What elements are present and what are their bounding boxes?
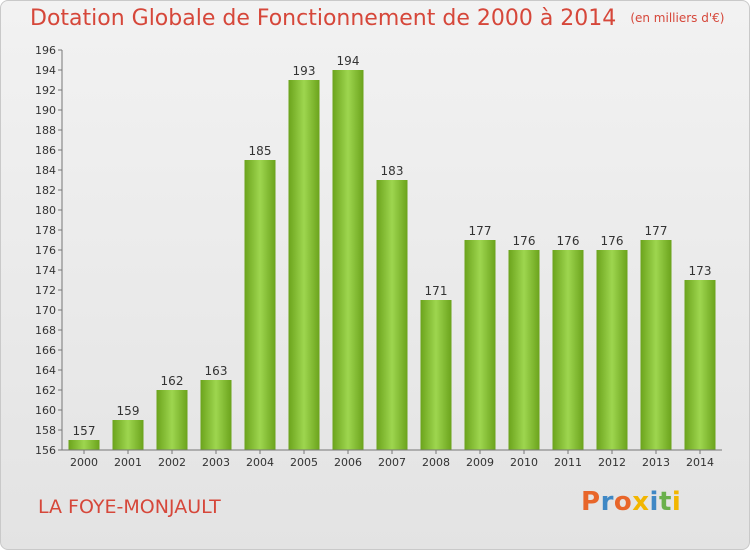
bar [464, 240, 496, 450]
y-tick-label: 170 [35, 304, 56, 317]
bar-value-label: 159 [117, 404, 140, 418]
logo-letter: x [632, 487, 650, 517]
logo-letter: P [581, 487, 601, 517]
bar-value-label: 194 [337, 54, 360, 68]
chart-title: Dotation Globale de Fonctionnement de 20… [30, 6, 724, 31]
x-tick-label: 2010 [510, 456, 538, 469]
bar-value-label: 177 [469, 224, 492, 238]
bar [200, 380, 232, 450]
logo-letter: i [649, 487, 659, 517]
bar-value-label: 183 [381, 164, 404, 178]
y-tick-label: 156 [35, 444, 56, 457]
x-tick-label: 2000 [70, 456, 98, 469]
bar-value-label: 171 [425, 284, 448, 298]
bar-value-label: 176 [513, 234, 536, 248]
y-tick-label: 160 [35, 404, 56, 417]
y-tick-label: 172 [35, 284, 56, 297]
bar [112, 420, 144, 450]
y-tick-label: 176 [35, 244, 56, 257]
bar-value-label: 177 [645, 224, 668, 238]
y-tick-label: 194 [35, 64, 56, 77]
bar [508, 250, 540, 450]
bar-value-label: 162 [161, 374, 184, 388]
title-unit: (en milliers d'€) [630, 11, 725, 25]
x-tick-label: 2005 [290, 456, 318, 469]
bars: 157 159 162 163 185 193 194 183 171 177 176 176 176 1… [68, 54, 716, 450]
y-tick-label: 174 [35, 264, 56, 277]
y-tick-label: 182 [35, 184, 56, 197]
x-tick-label: 2012 [598, 456, 626, 469]
logo-letter: i [671, 487, 682, 517]
bar-value-label: 163 [205, 364, 228, 378]
x-tick-label: 2004 [246, 456, 274, 469]
bar [68, 440, 100, 450]
y-tick-label: 164 [35, 364, 56, 377]
bar [684, 280, 716, 450]
x-tick-label: 2007 [378, 456, 406, 469]
y-tick-label: 190 [35, 104, 56, 117]
y-tick-label: 166 [35, 344, 56, 357]
y-tick-label: 184 [35, 164, 56, 177]
bar [288, 80, 320, 450]
y-tick-label: 186 [35, 144, 56, 157]
y-tick-label: 188 [35, 124, 56, 137]
bar [376, 180, 408, 450]
x-tick-label: 2003 [202, 456, 230, 469]
bar [244, 160, 276, 450]
y-tick-label: 192 [35, 84, 56, 97]
bar-value-label: 173 [689, 264, 712, 278]
y-tick-label: 178 [35, 224, 56, 237]
x-tick-label: 2009 [466, 456, 494, 469]
x-axis: 2000 2001 2002 2003 2004 2005 2006 2007 2008 2009… [62, 449, 722, 469]
title-text: Dotation Globale de Fonctionnement de 20… [30, 6, 617, 31]
bar [156, 390, 188, 450]
bar [552, 250, 584, 450]
bar-value-label: 193 [293, 64, 316, 78]
commune-name: LA FOYE-MONJAULT [38, 496, 221, 518]
x-tick-label: 2013 [642, 456, 670, 469]
x-tick-label: 2008 [422, 456, 450, 469]
y-tick-label: 196 [35, 44, 56, 57]
bar-value-label: 185 [249, 144, 272, 158]
logo-letter: o [613, 487, 633, 517]
y-tick-label: 158 [35, 424, 56, 437]
bar [332, 70, 364, 450]
y-tick-label: 180 [35, 204, 56, 217]
logo-letter: r [600, 487, 614, 517]
bar [640, 240, 672, 450]
x-tick-label: 2014 [686, 456, 714, 469]
logo-letter: t [658, 487, 672, 517]
x-tick-label: 2001 [114, 456, 142, 469]
x-tick-label: 2002 [158, 456, 186, 469]
y-tick-label: 168 [35, 324, 56, 337]
bar-value-label: 157 [73, 424, 96, 438]
bar [420, 300, 452, 450]
x-tick-label: 2011 [554, 456, 582, 469]
bar-value-label: 176 [557, 234, 580, 248]
x-tick-label: 2006 [334, 456, 362, 469]
proxiti-logo: Proxiti [581, 487, 681, 517]
bar-value-label: 176 [601, 234, 624, 248]
y-tick-label: 162 [35, 384, 56, 397]
bar [596, 250, 628, 450]
y-axis: 156 158 160 162 164 166 168 170 172 174 176 178 180 1… [35, 44, 63, 457]
